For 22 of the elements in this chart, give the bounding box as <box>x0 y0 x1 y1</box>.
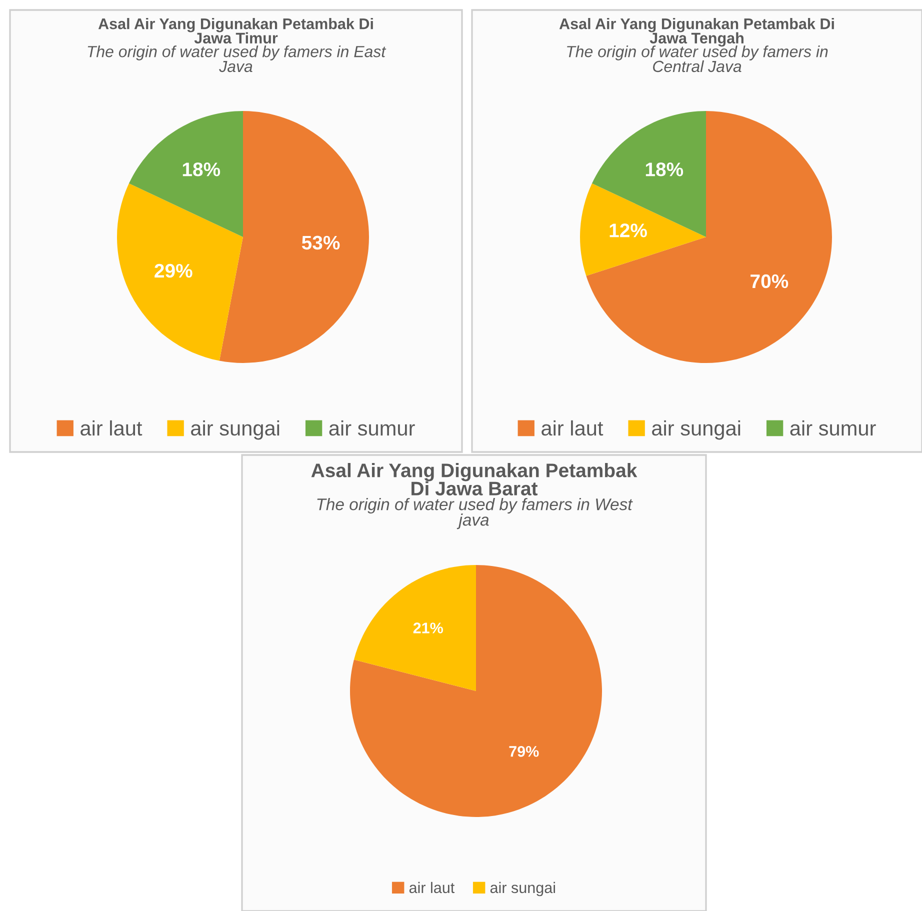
data-label: 18% <box>646 162 684 176</box>
data-label: 70% <box>750 274 788 288</box>
chart-subtitle: The origin of water used by famers in East Java <box>88 46 386 72</box>
data-label: 29% <box>154 264 192 278</box>
chart-title: Asal Air Yang Digunakan Petambak Di Jawa Barat <box>311 463 638 496</box>
legend-label: air sumur <box>790 420 876 436</box>
data-label: 21% <box>413 622 444 634</box>
slice-label: air laut <box>542 420 604 436</box>
chart-title: Asal Air Yang Digunakan Petambak Di Jawa Timur <box>98 18 373 44</box>
chart-subtitle: The origin of water used by famers in West java <box>317 498 633 530</box>
legend-label: air sungai <box>652 420 740 440</box>
chart-title: Asal Air Yang Digunakan Petambak Di Jawa Tengah <box>559 18 834 47</box>
data-label: 12% <box>610 224 647 238</box>
legend-label: air sungai <box>490 882 555 896</box>
legend-label: air sungai <box>191 420 280 440</box>
legend-label: air sumur <box>329 420 415 436</box>
data-label: 53% <box>302 236 340 250</box>
data-label: 79% <box>509 746 539 757</box>
legend-label: air laut <box>80 420 142 436</box>
data-label: 18% <box>182 162 220 176</box>
legend-label: air laut <box>409 882 455 894</box>
chart-subtitle: The origin of water used by famers in Central Java <box>567 46 828 72</box>
